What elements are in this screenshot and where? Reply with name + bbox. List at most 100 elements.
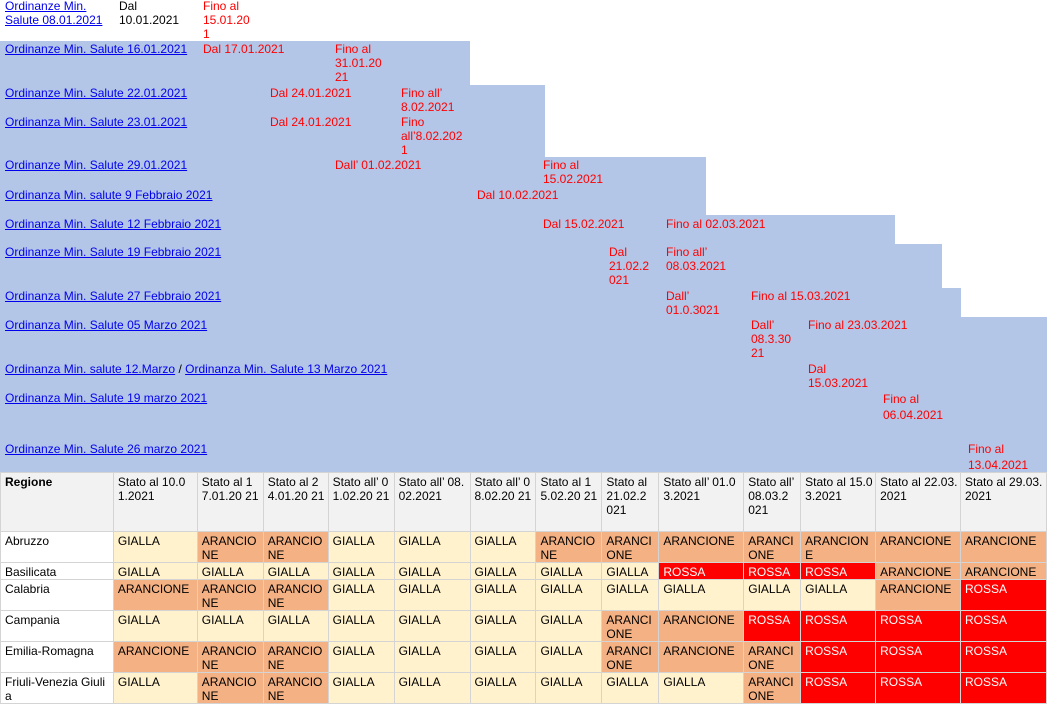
zone-cell: GIALLA: [469, 562, 537, 580]
zone-cell: GIALLA: [658, 579, 745, 611]
ordinance-to-7b: 08.03.2021: [666, 259, 727, 273]
ordinance-to-11a: Fino al: [883, 392, 920, 406]
zone-cell: ROSSA: [875, 641, 961, 673]
ordinance-from-2: Dal 24.01.2021: [270, 86, 352, 100]
zone-cell: ROSSA: [960, 672, 1047, 704]
zone-cell: ARANCIONE: [875, 531, 961, 563]
ordinance-link-11[interactable]: Ordinanza Min. Salute 19 marzo 2021: [5, 391, 208, 405]
zone-cell: ARANCIONE: [875, 579, 961, 611]
ordinance-link-8[interactable]: Ordinanza Min. Salute 27 Febbraio 2021: [5, 289, 222, 303]
ordinance-from-3: Dal 24.01.2021: [270, 115, 352, 129]
header-date: Stato all’ 01.02.20 21: [327, 472, 395, 532]
zone-cell: ARANCIONE: [196, 531, 264, 563]
zone-cell: GIALLA: [658, 672, 745, 704]
ordinance-link-10b[interactable]: Ordinanza Min. Salute 13 Marzo 2021: [185, 362, 388, 376]
zone-cell: GIALLA: [535, 641, 603, 673]
zone-cell: ROSSA: [800, 610, 877, 642]
zone-cell: ARANCIONE: [658, 610, 745, 642]
table-row: Friuli-Venezia Giulia GIALLA ARANCIONE A…: [0, 672, 1047, 704]
zone-cell: GIALLA: [327, 672, 395, 704]
band-ord-4: [0, 157, 706, 215]
header-date: Stato al 15.03.2021: [800, 472, 877, 532]
ordinance-to-9: Fino al 23.03.2021: [808, 318, 908, 332]
table-row: Emilia-Romagna ARANCIONE ARANCIONE ARANC…: [0, 641, 1047, 673]
zone-cell: ARANCIONE: [601, 641, 660, 673]
zone-cell: GIALLA: [601, 562, 660, 580]
ordinance-link-2[interactable]: Ordinanze Min. Salute 22.01.2021: [5, 86, 188, 100]
region-name: Emilia-Romagna: [0, 641, 114, 673]
header-date: Stato al 24.01.20 21: [262, 472, 329, 532]
zone-cell: GIALLA: [469, 579, 537, 611]
zone-cell: GIALLA: [800, 579, 877, 611]
ordinance-link-0a[interactable]: Ordinanze Min.: [5, 0, 87, 13]
zone-cell: GIALLA: [196, 610, 264, 642]
header-date: Stato al 10.01.2021: [112, 472, 198, 532]
ordinance-link-5[interactable]: Ordinanza Min. salute 9 Febbraio 2021: [5, 188, 213, 202]
ordinance-to-1b: 31.01.20: [335, 56, 382, 70]
zone-cell: GIALLA: [743, 579, 802, 611]
header-date: Stato al 29.03.2021: [960, 472, 1047, 532]
ordinance-to-1c: 21: [335, 70, 349, 84]
zone-cell: ARANCIONE: [743, 641, 802, 673]
header-date: Stato all’ 08.02.2021: [393, 472, 471, 532]
zone-cell: GIALLA: [112, 672, 198, 704]
zone-cell: GIALLA: [112, 531, 198, 563]
ordinance-from-8b: 01.0.3021: [666, 303, 720, 317]
ordinance-link-0b[interactable]: Salute 08.01.2021: [5, 13, 103, 27]
ordinance-from-6: Dal 15.02.2021: [543, 217, 625, 231]
ordinance-to-3a: Fino: [401, 115, 425, 129]
zone-cell: ARANCIONE: [196, 641, 264, 673]
ordinance-to-11b: 06.04.2021: [883, 408, 944, 422]
zone-cell: ROSSA: [800, 672, 877, 704]
band-ord-6: [0, 215, 895, 244]
ordinance-to-2b: 8.02.2021: [401, 100, 455, 114]
ordinance-from-0a: Dal: [119, 0, 138, 13]
ordinance-link-12[interactable]: Ordinanze Min. Salute 26 marzo 2021: [5, 442, 208, 456]
ordinance-link-1[interactable]: Ordinanze Min. Salute 16.01.2021: [5, 42, 188, 56]
zone-cell: ARANCIONE: [262, 641, 329, 673]
ordinance-from-8a: Dall’: [666, 289, 690, 303]
ordinance-to-0c: 1: [203, 27, 210, 41]
zone-cell: ARANCIONE: [743, 531, 802, 563]
zone-cell: ARANCIONE: [875, 562, 961, 580]
zone-cell: ROSSA: [743, 562, 802, 580]
region-name: Basilicata: [0, 562, 114, 580]
zone-cell: ROSSA: [743, 610, 802, 642]
ordinance-to-12a: Fino al: [968, 442, 1005, 456]
region-name: Calabria: [0, 579, 114, 611]
zone-cell: GIALLA: [469, 641, 537, 673]
ordinance-link-3[interactable]: Ordinanza Min. Salute 23.01.2021: [5, 115, 188, 129]
zone-cell: ARANCIONE: [743, 672, 802, 704]
zone-cell: GIALLA: [327, 641, 395, 673]
zone-cell: ARANCIONE: [960, 531, 1047, 563]
zone-cell: GIALLA: [196, 562, 264, 580]
table-header-row: Regione Stato al 10.01.2021 Stato al 17.…: [0, 472, 1047, 532]
zone-cell: GIALLA: [262, 610, 329, 642]
header-date: Stato al 15.02.20 21: [535, 472, 603, 532]
zone-cell: GIALLA: [393, 562, 471, 580]
ordinance-link-6[interactable]: Ordinanza Min. Salute 12 Febbraio 2021: [5, 217, 222, 231]
table-row: Basilicata GIALLA GIALLA GIALLA GIALLA G…: [0, 562, 1047, 580]
zone-cell: GIALLA: [393, 610, 471, 642]
zone-cell: GIALLA: [393, 579, 471, 611]
ordinance-link-10a[interactable]: Ordinanza Min. salute 12.Marzo: [5, 362, 176, 376]
ordinance-link-7[interactable]: Ordinanze Min. Salute 19 Febbraio 2021: [5, 245, 222, 259]
zone-cell: ROSSA: [658, 562, 745, 580]
region-name: Abruzzo: [0, 531, 114, 563]
band-ord-9: [0, 317, 1047, 472]
ordinance-from-7a: Dal: [609, 245, 628, 259]
ordinance-link-4[interactable]: Ordinanze Min. Salute 29.01.2021: [5, 158, 188, 172]
ordinance-to-4a: Fino al: [543, 158, 580, 172]
zone-cell: ROSSA: [875, 672, 961, 704]
zone-cell: ARANCIONE: [601, 531, 660, 563]
zone-cell: ARANCIONE: [262, 579, 329, 611]
zone-cell: GIALLA: [601, 672, 660, 704]
region-name: Friuli-Venezia Giulia: [0, 672, 114, 704]
zone-cell: GIALLA: [262, 562, 329, 580]
ordinance-to-8: Fino al 15.03.2021: [751, 289, 851, 303]
table-row: Calabria ARANCIONE ARANCIONE ARANCIONE G…: [0, 579, 1047, 611]
ordinance-link-9[interactable]: Ordinanza Min. Salute 05 Marzo 2021: [5, 318, 208, 332]
zone-cell: ROSSA: [960, 610, 1047, 642]
zone-cell: GIALLA: [469, 610, 537, 642]
ordinance-row-10: Ordinanza Min. salute 12.Marzo / Ordinan…: [5, 362, 387, 376]
